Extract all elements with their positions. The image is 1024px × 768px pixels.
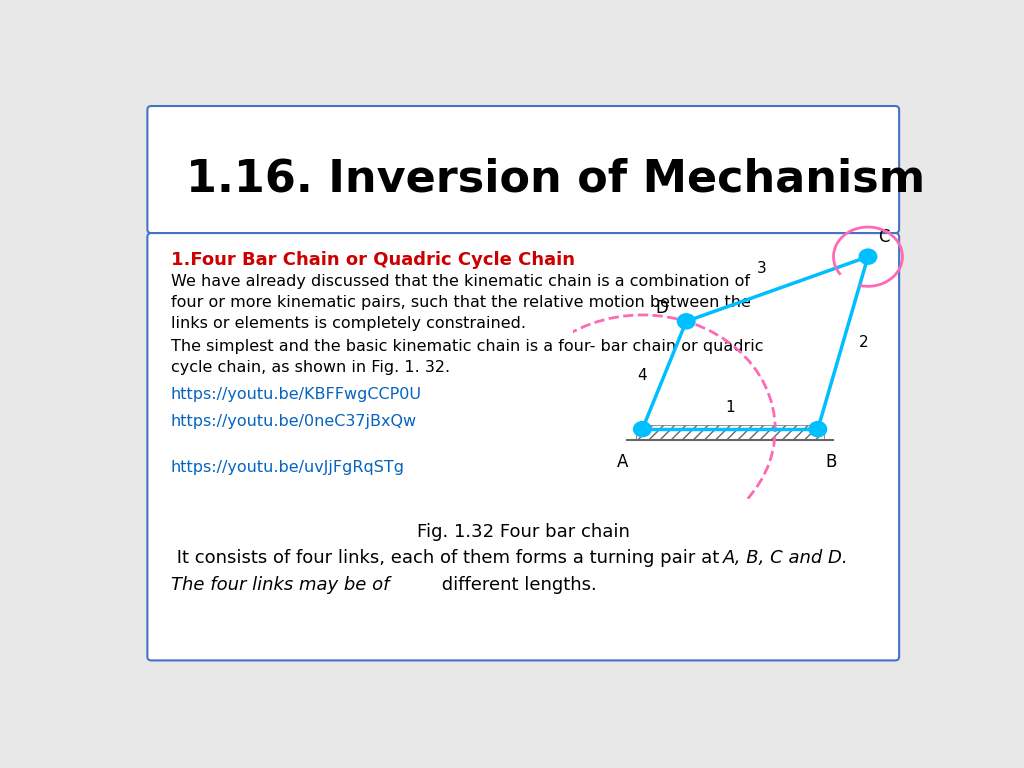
Text: The four links may be of: The four links may be of [171, 576, 389, 594]
Text: We have already discussed that the kinematic chain is a combination of
four or m: We have already discussed that the kinem… [171, 274, 751, 331]
Text: 3: 3 [757, 261, 767, 276]
Text: 4: 4 [637, 368, 646, 382]
FancyBboxPatch shape [147, 233, 899, 660]
Text: It consists of four links, each of them forms a turning pair at: It consists of four links, each of them … [171, 549, 725, 567]
Text: 1.16. Inversion of Mechanism: 1.16. Inversion of Mechanism [186, 157, 926, 200]
Text: https://youtu.be/uvJjFgRqSTg: https://youtu.be/uvJjFgRqSTg [171, 460, 404, 475]
Circle shape [859, 249, 877, 264]
Text: C: C [878, 228, 890, 246]
Bar [636, 425, 824, 440]
Text: A: A [617, 453, 629, 471]
Text: different lengths.: different lengths. [436, 576, 597, 594]
Text: B: B [825, 453, 837, 471]
Text: 2: 2 [859, 336, 868, 350]
Text: https://youtu.be/0neC37jBxQw: https://youtu.be/0neC37jBxQw [171, 414, 417, 429]
Text: D: D [655, 299, 668, 317]
Text: The simplest and the basic kinematic chain is a four- bar chain or quadric
cycle: The simplest and the basic kinematic cha… [171, 339, 763, 375]
Text: 1: 1 [725, 400, 735, 415]
Circle shape [678, 314, 695, 329]
Text: Fig. 1.32 Four bar chain: Fig. 1.32 Four bar chain [417, 523, 630, 541]
Text: 1.Four Bar Chain or Quadric Cycle Chain: 1.Four Bar Chain or Quadric Cycle Chain [171, 251, 574, 269]
FancyBboxPatch shape [147, 106, 899, 233]
Text: https://youtu.be/KBFFwgCCP0U: https://youtu.be/KBFFwgCCP0U [171, 387, 422, 402]
Circle shape [634, 422, 651, 437]
Text: A, B, C and D.: A, B, C and D. [723, 549, 849, 567]
Circle shape [809, 422, 826, 437]
